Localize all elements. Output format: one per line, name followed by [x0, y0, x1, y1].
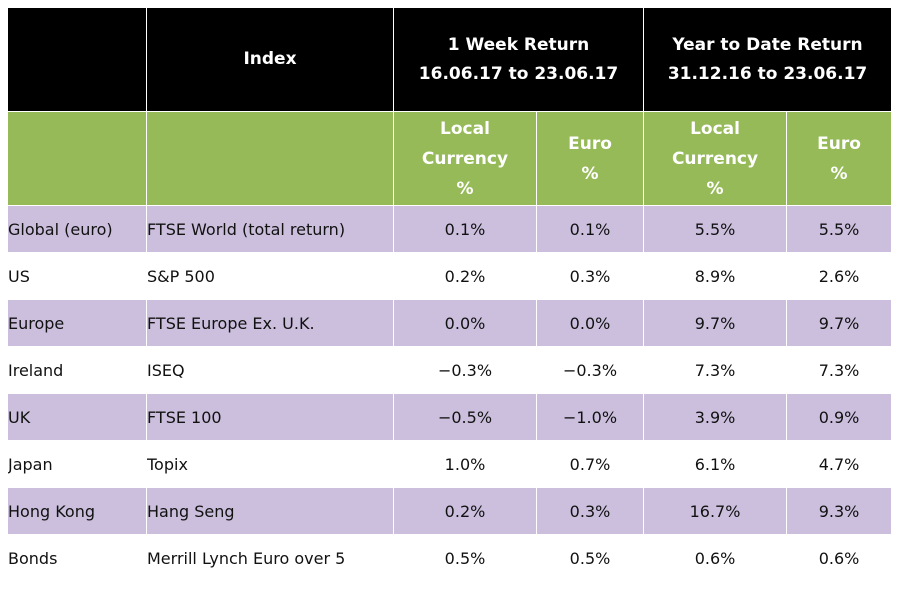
week-local-cell: 1.0%	[393, 440, 537, 488]
week-local-line1: Local	[440, 118, 490, 139]
week-euro-cell: 0.0%	[535, 299, 645, 347]
index-cell: FTSE 100	[146, 393, 394, 441]
subheader-ytd-euro-cell: Euro %	[786, 111, 893, 206]
week-euro-line2: %	[581, 163, 599, 184]
ytd-euro-cell: 9.3%	[786, 487, 893, 535]
ytd-local-line1: Local	[690, 118, 740, 139]
table-row: Japan Topix 1.0% 0.7% 6.1% 4.7%	[7, 440, 893, 488]
subheader-region-cell	[7, 111, 147, 206]
ytd-return-range: 31.12.16 to 23.06.17	[667, 63, 868, 84]
ytd-local-cell: 8.9%	[643, 252, 788, 300]
week-euro-line1: Euro	[568, 133, 612, 154]
header-week-cell: 1 Week Return 16.06.17 to 23.06.17	[392, 7, 645, 112]
week-return-range: 16.06.17 to 23.06.17	[418, 63, 619, 84]
table-row: UK FTSE 100 −0.5% −1.0% 3.9% 0.9%	[7, 393, 893, 441]
subheader-row: Local Currency % Euro % Local Currency %…	[7, 111, 893, 206]
week-local-line3: %	[456, 178, 474, 199]
week-local-cell: 0.2%	[393, 252, 537, 300]
index-cell: Hang Seng	[146, 487, 394, 535]
region-cell: Global (euro)	[7, 205, 147, 253]
region-cell: Hong Kong	[7, 487, 147, 535]
ytd-local-cell: 7.3%	[643, 346, 788, 394]
ytd-local-cell: 16.7%	[643, 487, 788, 535]
week-euro-cell: 0.5%	[535, 534, 645, 582]
subheader-index-cell	[146, 111, 394, 206]
week-local-cell: 0.2%	[393, 487, 537, 535]
week-return-title: 1 Week Return	[447, 34, 590, 55]
header-region-cell	[7, 7, 147, 112]
week-local-cell: −0.5%	[393, 393, 537, 441]
ytd-local-cell: 9.7%	[643, 299, 788, 347]
header-row: Index 1 Week Return 16.06.17 to 23.06.17…	[7, 7, 893, 112]
region-cell: UK	[7, 393, 147, 441]
region-cell: Ireland	[7, 346, 147, 394]
ytd-euro-cell: 5.5%	[786, 205, 893, 253]
ytd-euro-cell: 4.7%	[786, 440, 893, 488]
subheader-week-euro-cell: Euro %	[535, 111, 645, 206]
table-row: Bonds Merrill Lynch Euro over 5 0.5% 0.5…	[7, 534, 893, 582]
index-cell: FTSE World (total return)	[146, 205, 394, 253]
region-cell: Japan	[7, 440, 147, 488]
table-row: Ireland ISEQ −0.3% −0.3% 7.3% 7.3%	[7, 346, 893, 394]
ytd-euro-cell: 0.6%	[786, 534, 893, 582]
region-cell: Europe	[7, 299, 147, 347]
ytd-return-title: Year to Date Return	[672, 34, 863, 55]
week-euro-cell: −1.0%	[535, 393, 645, 441]
table-row: Europe FTSE Europe Ex. U.K. 0.0% 0.0% 9.…	[7, 299, 893, 347]
week-euro-cell: 0.3%	[535, 252, 645, 300]
week-euro-cell: 0.7%	[535, 440, 645, 488]
region-cell: US	[7, 252, 147, 300]
ytd-euro-line2: %	[830, 163, 848, 184]
index-cell: ISEQ	[146, 346, 394, 394]
ytd-euro-cell: 7.3%	[786, 346, 893, 394]
week-euro-cell: 0.3%	[535, 487, 645, 535]
ytd-local-cell: 3.9%	[643, 393, 788, 441]
ytd-local-line2: Currency	[671, 148, 759, 169]
ytd-local-cell: 0.6%	[643, 534, 788, 582]
table-row: Hong Kong Hang Seng 0.2% 0.3% 16.7% 9.3%	[7, 487, 893, 535]
week-local-cell: 0.5%	[393, 534, 537, 582]
week-local-cell: 0.1%	[393, 205, 537, 253]
index-cell: Topix	[146, 440, 394, 488]
header-index-cell: Index	[146, 7, 394, 112]
ytd-euro-cell: 9.7%	[786, 299, 893, 347]
table-row: US S&P 500 0.2% 0.3% 8.9% 2.6%	[7, 252, 893, 300]
week-euro-cell: 0.1%	[535, 205, 645, 253]
week-local-line2: Currency	[421, 148, 509, 169]
subheader-ytd-local-cell: Local Currency %	[643, 111, 788, 206]
subheader-week-local-cell: Local Currency %	[393, 111, 537, 206]
table-row: Global (euro) FTSE World (total return) …	[7, 205, 893, 253]
ytd-local-cell: 6.1%	[643, 440, 788, 488]
week-local-cell: 0.0%	[393, 299, 537, 347]
ytd-local-line3: %	[706, 178, 724, 199]
index-cell: Merrill Lynch Euro over 5	[146, 534, 394, 582]
ytd-local-cell: 5.5%	[643, 205, 788, 253]
index-cell: S&P 500	[146, 252, 394, 300]
week-euro-cell: −0.3%	[535, 346, 645, 394]
ytd-euro-line1: Euro	[817, 133, 861, 154]
header-ytd-cell: Year to Date Return 31.12.16 to 23.06.17	[643, 7, 893, 112]
index-header-label: Index	[243, 49, 297, 69]
returns-table: Index 1 Week Return 16.06.17 to 23.06.17…	[7, 7, 893, 582]
ytd-euro-cell: 0.9%	[786, 393, 893, 441]
index-cell: FTSE Europe Ex. U.K.	[146, 299, 394, 347]
region-cell: Bonds	[7, 534, 147, 582]
ytd-euro-cell: 2.6%	[786, 252, 893, 300]
week-local-cell: −0.3%	[393, 346, 537, 394]
